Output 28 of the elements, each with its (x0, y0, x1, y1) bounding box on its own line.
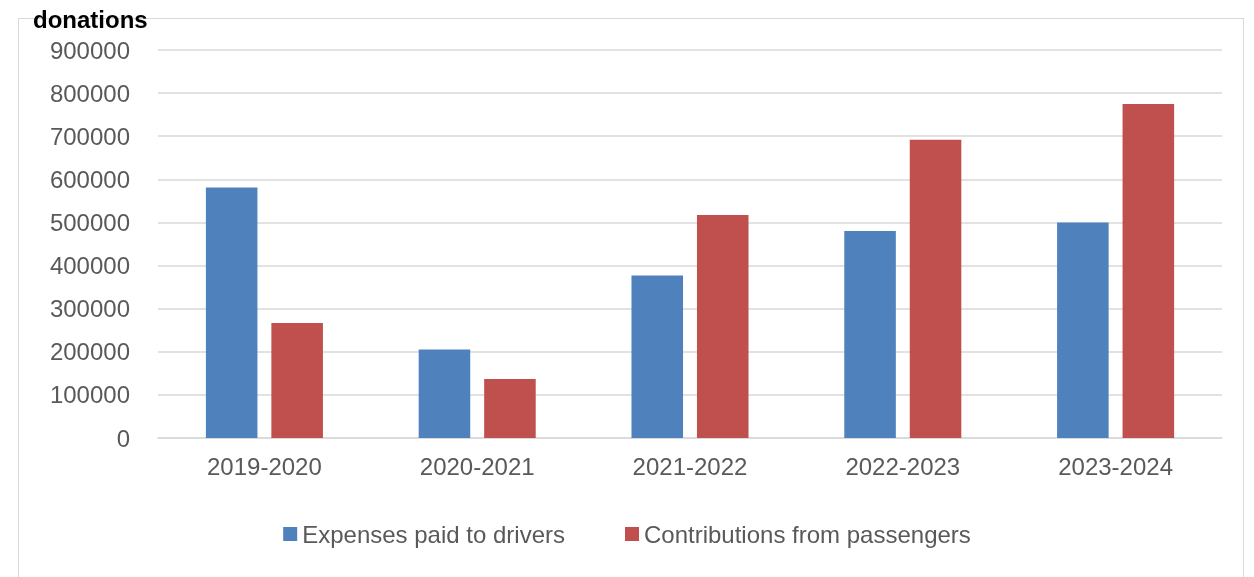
y-tick-label: 300000 (49, 295, 130, 323)
bar (844, 231, 896, 438)
bar (205, 187, 258, 438)
bar (484, 378, 536, 438)
legend-label: Expenses paid to drivers (302, 520, 565, 548)
y-tick-label: 900000 (49, 36, 130, 64)
y-tick-label: 700000 (49, 122, 130, 150)
x-tick-label: 2019-2020 (207, 452, 322, 480)
x-tick-label: 2022-2023 (845, 452, 961, 480)
legend-label: Contributions from passengers (643, 520, 971, 548)
bar (696, 215, 749, 438)
bar (909, 139, 962, 438)
x-tick-label: 2021-2022 (632, 452, 748, 480)
bar (418, 349, 471, 438)
y-tick-label: 200000 (49, 338, 130, 366)
y-tick-label: 0 (116, 424, 130, 452)
x-tick-label: 2020-2021 (419, 452, 535, 480)
y-tick-label: 100000 (49, 381, 130, 409)
y-tick-label: 800000 (49, 79, 130, 107)
chart-title: donations (33, 5, 148, 33)
bar (1057, 222, 1109, 438)
y-tick-label: 600000 (49, 165, 130, 193)
bar (631, 275, 684, 438)
y-tick-label: 400000 (49, 252, 130, 280)
bar (271, 322, 323, 438)
x-tick-label: 2023-2024 (1058, 452, 1173, 480)
y-tick-label: 500000 (49, 208, 130, 236)
bar (1122, 103, 1175, 438)
